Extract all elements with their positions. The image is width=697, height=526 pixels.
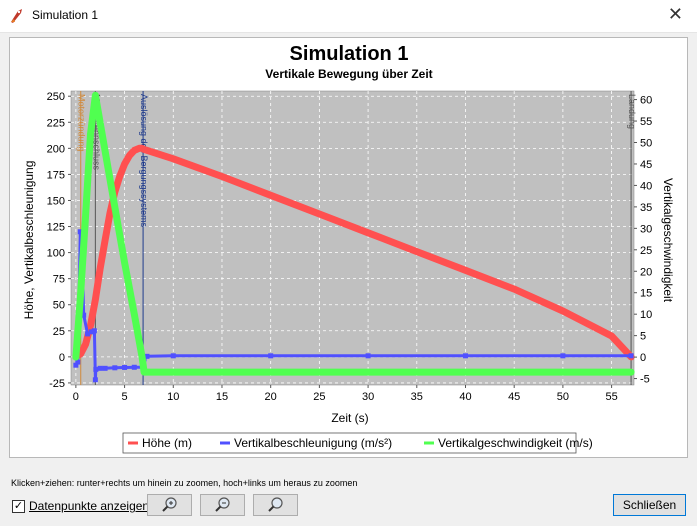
y-left-tick-label: 100 bbox=[47, 248, 65, 260]
y-left-tick-label: 50 bbox=[53, 300, 65, 312]
x-tick-label: 40 bbox=[459, 391, 471, 403]
zoom-hint: Klicken+ziehen: runter+rechts um hinein … bbox=[11, 478, 358, 488]
series-point bbox=[102, 365, 108, 371]
y-left-tick-label: 150 bbox=[47, 195, 65, 207]
series-line-0 bbox=[72, 144, 635, 361]
series-point bbox=[112, 365, 118, 371]
y-right-tick-label: 40 bbox=[640, 180, 652, 192]
series-point bbox=[365, 353, 371, 359]
chart-panel[interactable]: Simulation 1 Vertikale Bewegung über Zei… bbox=[9, 37, 688, 458]
series-point bbox=[77, 229, 83, 235]
x-tick-label: 50 bbox=[557, 391, 569, 403]
legend-label: Höhe (m) bbox=[142, 436, 192, 450]
event-marker-label: Motorbrennschluss bbox=[91, 94, 101, 171]
y-right-tick-label: 25 bbox=[640, 245, 652, 257]
zoom-in-button[interactable] bbox=[147, 494, 192, 516]
y-left-tick-label: -25 bbox=[49, 378, 65, 390]
plot-area[interactable] bbox=[70, 90, 635, 386]
series-point bbox=[93, 366, 99, 372]
event-marker-label: Auslösung des Bergungssystems bbox=[139, 94, 149, 228]
y-right-tick-label: 5 bbox=[640, 331, 646, 343]
y-axis-left-label: Höhe, Vertikalbeschleunigung bbox=[22, 161, 36, 320]
series-point bbox=[81, 312, 87, 318]
window-title: Simulation 1 bbox=[32, 8, 99, 22]
series-point bbox=[560, 353, 566, 359]
y-right-tick-label: 15 bbox=[640, 288, 652, 300]
series-point bbox=[73, 362, 79, 368]
zoom-reset-icon bbox=[267, 497, 283, 512]
chart-subtitle: Vertikale Bewegung über Zeit bbox=[265, 67, 432, 81]
x-tick-label: 20 bbox=[265, 391, 277, 403]
y-left-tick-label: 175 bbox=[47, 169, 65, 181]
close-button[interactable]: Schließen bbox=[613, 494, 686, 516]
y-left-tick-label: 200 bbox=[47, 143, 65, 155]
y-axis-right-label: Vertikalgeschwindigkeit bbox=[661, 178, 675, 303]
y-left-tick-label: 225 bbox=[47, 117, 65, 129]
legend: Höhe (m) Vertikalbeschleunigung (m/s²) Ver… bbox=[122, 432, 593, 454]
y-left-tick-label: 250 bbox=[47, 91, 65, 103]
series-point bbox=[144, 353, 150, 359]
series-point bbox=[85, 331, 91, 337]
y-left-tick-label: 0 bbox=[59, 352, 65, 364]
x-tick-label: 55 bbox=[605, 391, 617, 403]
series-point bbox=[91, 328, 97, 334]
title-bar: Simulation 1 ✕ bbox=[0, 0, 697, 33]
chart[interactable]: Simulation 1 Vertikale Bewegung über Zei… bbox=[10, 38, 687, 457]
event-marker-label: Landung bbox=[627, 94, 637, 129]
y-right-tick-label: 30 bbox=[640, 223, 652, 235]
x-tick-label: 35 bbox=[411, 391, 423, 403]
series-point bbox=[628, 353, 634, 359]
y-left-tick-label: 75 bbox=[53, 274, 65, 286]
series-point bbox=[170, 353, 176, 359]
series-point bbox=[92, 377, 98, 383]
y-right-tick-label: 35 bbox=[640, 202, 652, 214]
y-right-tick-label: 10 bbox=[640, 309, 652, 321]
series-point bbox=[75, 359, 81, 365]
zoom-in-icon bbox=[161, 497, 177, 512]
series-point bbox=[131, 364, 137, 370]
series-point bbox=[462, 353, 468, 359]
series-line-2 bbox=[72, 91, 635, 376]
x-axis-label: Zeit (s) bbox=[331, 411, 368, 425]
chart-title: Simulation 1 bbox=[290, 43, 409, 65]
x-tick-label: 15 bbox=[216, 391, 228, 403]
event-marker-label: Motorzündung bbox=[77, 94, 87, 152]
x-tick-label: 45 bbox=[508, 391, 520, 403]
x-tick-label: 25 bbox=[313, 391, 325, 403]
zoom-reset-button[interactable] bbox=[253, 494, 298, 516]
x-tick-label: 30 bbox=[362, 391, 374, 403]
datapoints-toggle[interactable]: ✓ Datenpunkte anzeigen bbox=[12, 497, 149, 515]
x-tick-label: 5 bbox=[122, 391, 128, 403]
zoom-out-button[interactable] bbox=[200, 494, 245, 516]
y-right-tick-label: 20 bbox=[640, 266, 652, 278]
close-icon[interactable]: ✕ bbox=[667, 4, 683, 24]
y-right-tick-label: 45 bbox=[640, 159, 652, 171]
series-point bbox=[97, 365, 103, 371]
y-right-tick-label: 50 bbox=[640, 138, 652, 150]
x-tick-label: 10 bbox=[167, 391, 179, 403]
legend-label: Vertikalbeschleunigung (m/s²) bbox=[234, 436, 392, 450]
y-left-tick-label: 25 bbox=[53, 326, 65, 338]
y-right-tick-label: 55 bbox=[640, 116, 652, 128]
y-right-tick-label: 60 bbox=[640, 95, 652, 107]
series-point bbox=[122, 364, 128, 370]
series-point bbox=[88, 329, 94, 335]
datapoints-checkbox[interactable]: ✓ bbox=[12, 499, 25, 513]
rocket-icon bbox=[11, 9, 22, 23]
y-right-tick-label: -5 bbox=[640, 374, 650, 386]
zoom-out-icon bbox=[214, 497, 230, 512]
legend-label: Vertikalgeschwindigkeit (m/s) bbox=[438, 436, 593, 450]
y-left-tick-label: 125 bbox=[47, 222, 65, 234]
y-right-tick-label: 0 bbox=[640, 352, 646, 364]
series-point bbox=[268, 353, 274, 359]
datapoints-label[interactable]: Datenpunkte anzeigen bbox=[29, 499, 150, 513]
x-tick-label: 0 bbox=[73, 391, 79, 403]
